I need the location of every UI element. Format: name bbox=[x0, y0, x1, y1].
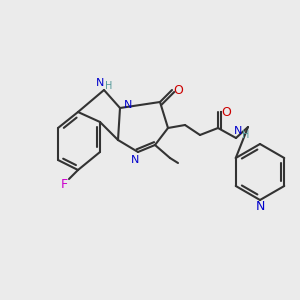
Text: N: N bbox=[234, 126, 242, 136]
Text: H: H bbox=[105, 81, 113, 91]
Text: O: O bbox=[173, 83, 183, 97]
Text: N: N bbox=[96, 78, 104, 88]
Text: F: F bbox=[60, 178, 68, 190]
Text: H: H bbox=[242, 130, 250, 140]
Text: N: N bbox=[131, 155, 139, 165]
Text: O: O bbox=[221, 106, 231, 118]
Text: N: N bbox=[124, 100, 132, 110]
Text: N: N bbox=[255, 200, 265, 214]
